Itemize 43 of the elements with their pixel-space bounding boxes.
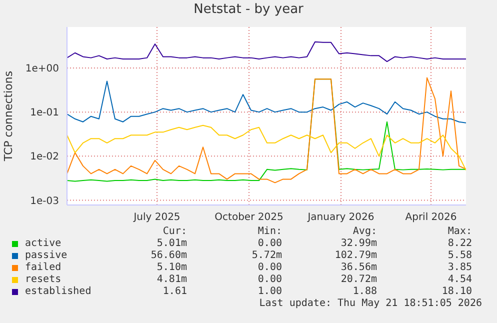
text: 5.72m xyxy=(250,250,282,262)
text: 4.54 xyxy=(446,274,472,286)
x-tick-label: October 2025 xyxy=(214,212,284,224)
text: 0.00 xyxy=(256,262,282,274)
legend-label: active xyxy=(25,238,62,250)
text: 56.60m xyxy=(150,250,187,262)
text: 8.22 xyxy=(446,238,472,250)
text: 3.85 xyxy=(446,262,472,274)
text: 0.00 xyxy=(256,274,282,286)
y-axis-title: TCP connections xyxy=(2,70,15,162)
y-tick-label: 1e-03 xyxy=(30,196,59,207)
legend-label: resets xyxy=(25,274,62,286)
line-series xyxy=(67,41,466,62)
text: Avg: xyxy=(352,226,377,238)
x-tick-label: July 2025 xyxy=(132,212,180,224)
text: 5.58 xyxy=(446,250,472,262)
text: 36.56m xyxy=(340,262,377,274)
y-tick-label: 1e-02 xyxy=(30,152,59,163)
text: 102.79m xyxy=(334,250,377,262)
legend-label: established xyxy=(25,286,92,298)
text: 4.81m xyxy=(156,274,187,286)
text: 0.00 xyxy=(256,238,282,250)
x-tick-label: January 2026 xyxy=(306,212,374,224)
text: Max: xyxy=(446,226,472,238)
text: Last update: Thu May 21 18:51:05 2026 xyxy=(258,298,482,310)
text: 1.88 xyxy=(352,286,377,298)
x-tick-label: April 2026 xyxy=(405,212,457,224)
text: 32.99m xyxy=(340,238,377,250)
line-series xyxy=(67,80,466,124)
text: 5.10m xyxy=(156,262,187,274)
chart-title: Netstat - by year xyxy=(192,2,304,17)
line-series xyxy=(67,124,466,171)
text: 5.01m xyxy=(156,238,187,250)
text: Cur: xyxy=(162,226,187,238)
text: 20.72m xyxy=(340,274,377,286)
y-tick-label: 1e+00 xyxy=(25,64,59,75)
text: Min: xyxy=(256,226,282,238)
text: 1.00 xyxy=(256,286,282,298)
legend-label: failed xyxy=(25,262,62,274)
text: 1.61 xyxy=(162,286,187,298)
text: 18.10 xyxy=(440,286,472,298)
y-tick-label: 1e-01 xyxy=(30,108,59,119)
legend-label: passive xyxy=(25,250,68,262)
